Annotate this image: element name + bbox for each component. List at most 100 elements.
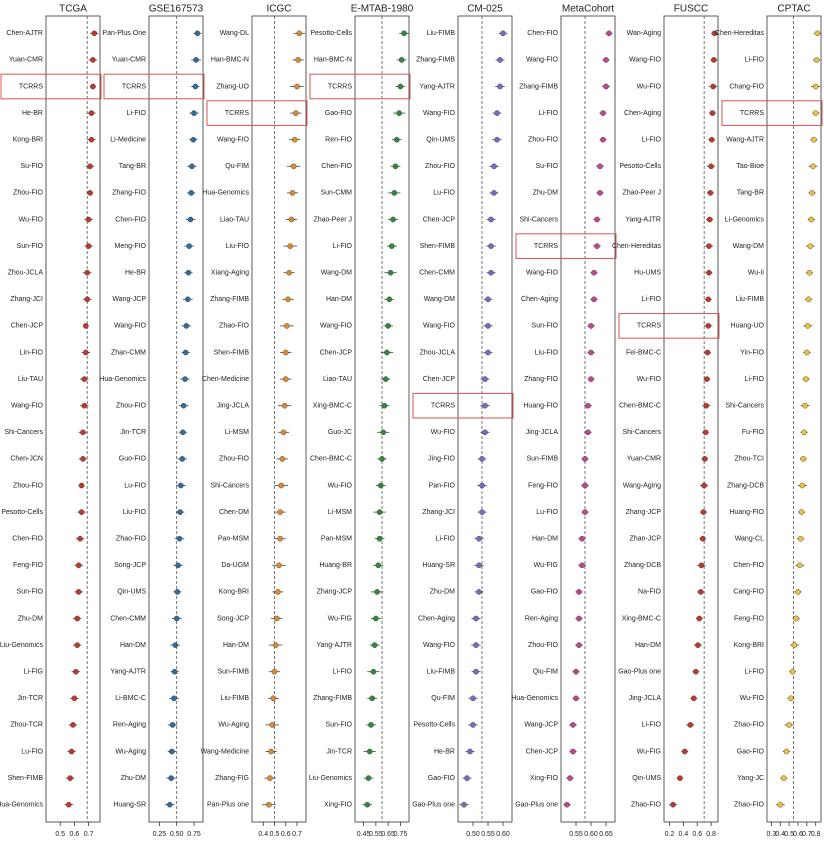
row-label: Li-FIO (333, 669, 353, 676)
row-label: Wu-FIG (534, 562, 558, 569)
row-label: Wu-FIO (637, 83, 662, 90)
row-label: Chen-Hereditas (612, 243, 662, 250)
point (690, 695, 697, 702)
point (603, 83, 609, 90)
point (793, 615, 800, 622)
panel-title: E-MTAB-1980 (351, 4, 414, 15)
point (567, 775, 573, 781)
row-label: Zhou-TCI (734, 456, 764, 463)
panel-title: GSE167573 (149, 4, 204, 15)
point (385, 323, 391, 329)
row-label: Zhang-DCB (624, 562, 661, 569)
row-label: Jing-FIO (428, 456, 455, 463)
row-label: Ren-FIO (325, 137, 352, 144)
row-label: Wang-FIO (114, 323, 147, 330)
point (570, 748, 576, 755)
row-label: Xing-BMC-C (313, 403, 352, 410)
row-label: Zhou-FIO (528, 642, 559, 649)
highlight-box (721, 100, 823, 126)
point (291, 136, 298, 143)
point (470, 695, 476, 702)
point (84, 269, 91, 276)
row-label: Zhan-CMM (111, 349, 146, 356)
row-label: Da-UGM (221, 562, 249, 569)
row-label: Liu-FIMB (427, 669, 456, 676)
row-label: Gao-FIO (325, 110, 353, 117)
row-label: Huang-BR (319, 562, 352, 569)
row-label: Zhao-FIO (734, 802, 765, 809)
row-label: Kong-BRI (734, 642, 764, 649)
row-label: Zhang-FIMB (210, 296, 249, 303)
point (708, 163, 714, 170)
point (461, 801, 467, 808)
row-label: Liao-TAU (323, 376, 352, 383)
row-label: Shi-Cancers (622, 429, 661, 436)
row-label: Wu-FIG (328, 615, 352, 622)
point (687, 722, 694, 728)
point (576, 589, 582, 595)
point (277, 535, 283, 542)
row-label: Wu-FIO (328, 482, 353, 489)
row-label: Gao-Plus one (515, 802, 558, 809)
point (582, 509, 588, 515)
highlight-box (515, 233, 617, 259)
point (473, 668, 479, 675)
row-label: Chen-Aging (418, 615, 455, 622)
point (812, 110, 819, 116)
row-label: Liu-TAU (18, 376, 43, 383)
point (788, 695, 794, 702)
row-label: Xing-BMC-C (622, 615, 661, 622)
point (279, 456, 286, 462)
point (268, 748, 274, 755)
point (804, 323, 811, 329)
row-label: Kong-BRI (219, 589, 249, 596)
row-label: Lu-FIO (536, 509, 558, 516)
point (482, 429, 488, 436)
row-label: Zhang-FIO (112, 190, 146, 197)
point (173, 615, 180, 622)
plot-frame (457, 15, 513, 823)
point (379, 456, 385, 462)
row-label: Liu-FIO (226, 243, 250, 250)
point (276, 562, 282, 569)
row-label: Hua-Genomics (511, 695, 558, 702)
row-label: Chen-FIO (733, 562, 764, 569)
row-label: TCRRS (431, 403, 455, 410)
row-label: Li-FIO (436, 536, 456, 543)
point (800, 456, 807, 462)
point (482, 402, 488, 409)
point (191, 110, 197, 116)
row-label: Pesotto-Cells (310, 30, 352, 37)
point (594, 216, 600, 223)
point (705, 296, 712, 303)
point (797, 535, 804, 542)
point (270, 695, 277, 702)
highlight-box (412, 392, 514, 419)
point (695, 642, 701, 648)
row-label: Li-FIO (745, 669, 765, 676)
point (591, 296, 597, 303)
point (171, 668, 178, 675)
x-tick-label: 0.55 (481, 831, 495, 838)
point (701, 482, 707, 489)
row-label: Pesotto-Cells (619, 163, 661, 170)
point (176, 535, 183, 542)
row-label: Xiang-Aging (211, 270, 249, 277)
point (78, 509, 85, 515)
point (700, 509, 707, 515)
row-label: Chen-BMC-C (310, 456, 352, 463)
point (172, 642, 179, 648)
point (594, 243, 600, 249)
row-label: Pan-MSM (321, 536, 352, 543)
row-label: Liu-FIMB (427, 30, 456, 37)
row-label: Zhang-DCB (727, 482, 764, 489)
row-label: Zhang-FIMB (519, 83, 558, 90)
point (364, 801, 371, 808)
x-tick-label: 0.60 (584, 831, 598, 838)
highlight-box (0, 73, 102, 100)
point (183, 323, 190, 329)
panel-title: ICGC (267, 4, 292, 15)
row-label: Pan-Plus One (102, 30, 146, 37)
point (78, 482, 85, 489)
row-label: Zhou-FIO (219, 456, 250, 463)
